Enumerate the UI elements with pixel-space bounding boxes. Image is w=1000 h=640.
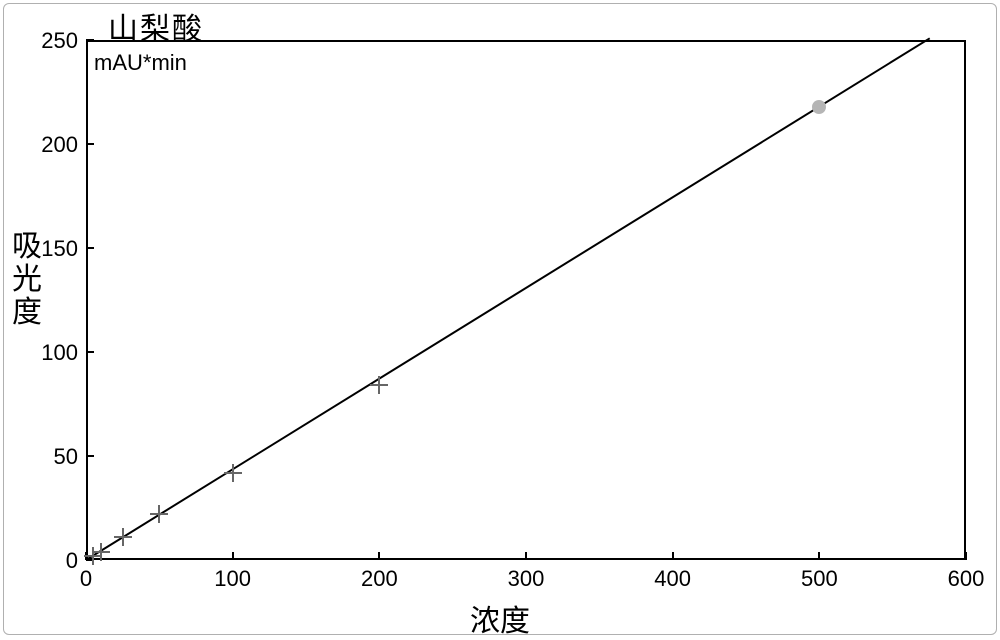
x-tick [965,552,967,560]
x-tick-label: 500 [801,566,838,592]
y-tick [86,39,94,41]
unit-label: mAU*min [94,50,187,76]
x-tick-label: 0 [80,566,92,592]
y-tick [86,455,94,457]
x-axis-label: 浓度 [470,596,530,640]
y-tick-label: 100 [28,340,78,366]
plot-area [86,40,966,560]
x-tick-label: 400 [654,566,691,592]
y-tick-label: 150 [28,236,78,262]
y-tick-label: 0 [28,548,78,574]
data-point-dot [812,100,826,114]
calibration-chart: 山梨酸 吸光度 浓度 mAU*min 050100150200250010020… [0,0,1000,638]
x-tick [672,552,674,560]
x-tick [818,552,820,560]
x-tick-label: 200 [361,566,398,592]
y-tick-label: 250 [28,28,78,54]
y-tick [86,247,94,249]
y-tick [86,143,94,145]
x-tick-label: 100 [214,566,251,592]
y-tick-label: 200 [28,132,78,158]
x-tick-label: 600 [948,566,985,592]
x-tick [525,552,527,560]
x-tick [232,552,234,560]
x-tick-label: 300 [508,566,545,592]
x-tick [378,552,380,560]
y-tick [86,351,94,353]
y-tick-label: 50 [28,444,78,470]
